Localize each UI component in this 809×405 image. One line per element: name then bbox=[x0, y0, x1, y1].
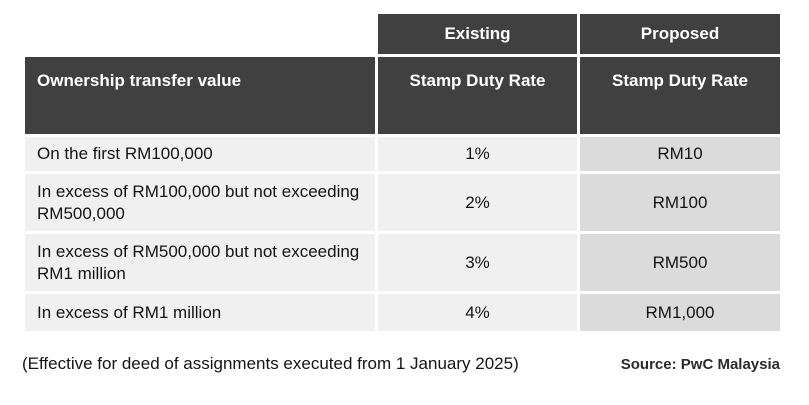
header-spacer-cell bbox=[25, 14, 375, 54]
source-attribution: Source: PwC Malaysia bbox=[620, 356, 780, 373]
proposed-group-header: Proposed bbox=[580, 14, 780, 54]
existing-stamp-duty-rate-header: Stamp Duty Rate bbox=[378, 57, 577, 134]
row-label-cell: In excess of RM500,000 but not exceeding… bbox=[25, 234, 375, 291]
figure-footer: (Effective for deed of assignments execu… bbox=[22, 354, 780, 374]
effective-date-note: (Effective for deed of assignments execu… bbox=[22, 354, 519, 373]
proposed-rate-cell: RM100 bbox=[580, 174, 780, 231]
proposed-rate-cell: RM10 bbox=[580, 137, 780, 171]
existing-group-header: Existing bbox=[378, 14, 577, 54]
proposed-rate-cell: RM1,000 bbox=[580, 294, 780, 331]
proposed-rate-cell: RM500 bbox=[580, 234, 780, 291]
existing-rate-cell: 3% bbox=[378, 234, 577, 291]
row-label-cell: In excess of RM1 million bbox=[25, 294, 375, 331]
proposed-stamp-duty-rate-header: Stamp Duty Rate bbox=[580, 57, 780, 134]
existing-rate-cell: 4% bbox=[378, 294, 577, 331]
row-label-cell: On the first RM100,000 bbox=[25, 137, 375, 171]
stamp-duty-table: Existing Proposed Ownership transfer val… bbox=[25, 14, 780, 331]
row-label-cell: In excess of RM100,000 but not exceeding… bbox=[25, 174, 375, 231]
existing-rate-cell: 2% bbox=[378, 174, 577, 231]
ownership-transfer-value-header: Ownership transfer value bbox=[25, 57, 375, 134]
existing-rate-cell: 1% bbox=[378, 137, 577, 171]
